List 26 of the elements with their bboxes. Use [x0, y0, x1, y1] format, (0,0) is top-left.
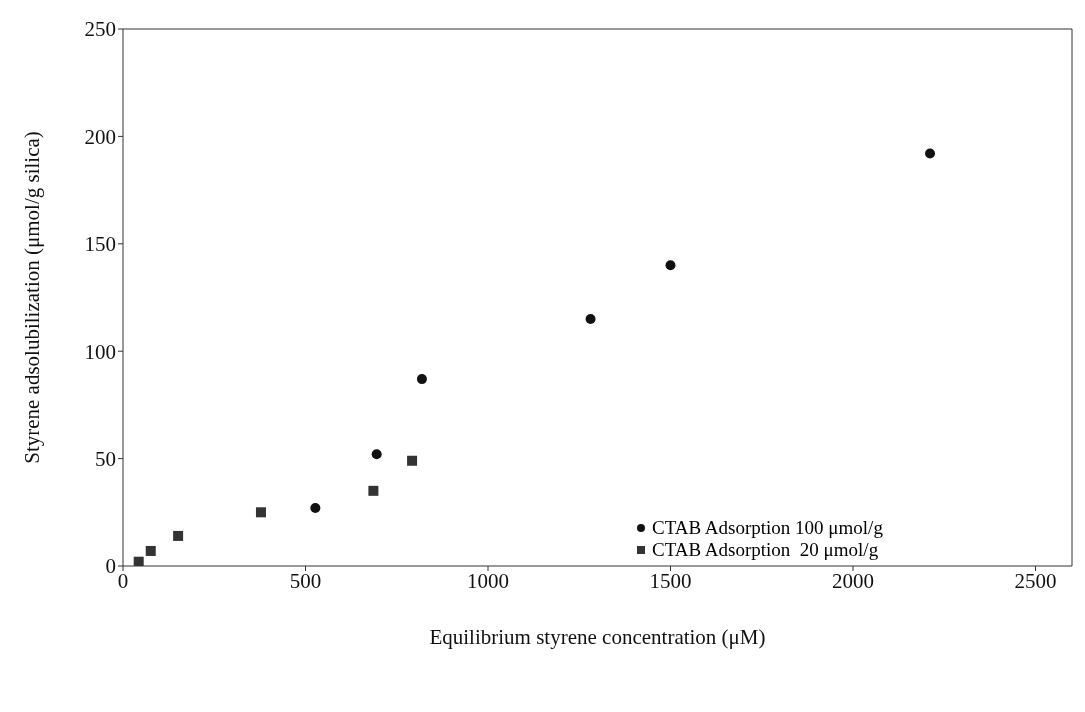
y-tick-label: 200: [84, 124, 116, 149]
x-axis-title: Equilibrium styrene concentration (μM): [429, 625, 766, 649]
y-axis-title: Styrene adsolubilization (μmol/g silica): [20, 131, 45, 464]
x-tick-label: 2000: [832, 568, 874, 593]
point: [925, 148, 936, 159]
point: [585, 313, 596, 324]
x-tick-label: 1500: [649, 568, 692, 593]
point: [371, 449, 382, 460]
point: [407, 455, 418, 466]
legend-label: CTAB Adsorption 20 μmol/g: [652, 539, 879, 561]
y-tick-label: 150: [84, 232, 116, 257]
point: [255, 507, 266, 518]
point: [133, 556, 144, 566]
x-tick-label: 500: [289, 568, 322, 593]
legend-label: CTAB Adsorption 100 μmol/g: [652, 517, 883, 539]
point: [368, 485, 379, 496]
y-tick-label: 50: [95, 447, 116, 472]
y-tick-label: 100: [84, 339, 116, 364]
point: [416, 374, 427, 385]
point: [665, 260, 676, 271]
point: [173, 530, 184, 541]
point: [145, 545, 156, 556]
x-tick-label: 2500: [1014, 568, 1057, 593]
x-tick-label: 1000: [467, 568, 509, 593]
point: [310, 503, 321, 513]
y-tick-label: 250: [84, 17, 116, 42]
